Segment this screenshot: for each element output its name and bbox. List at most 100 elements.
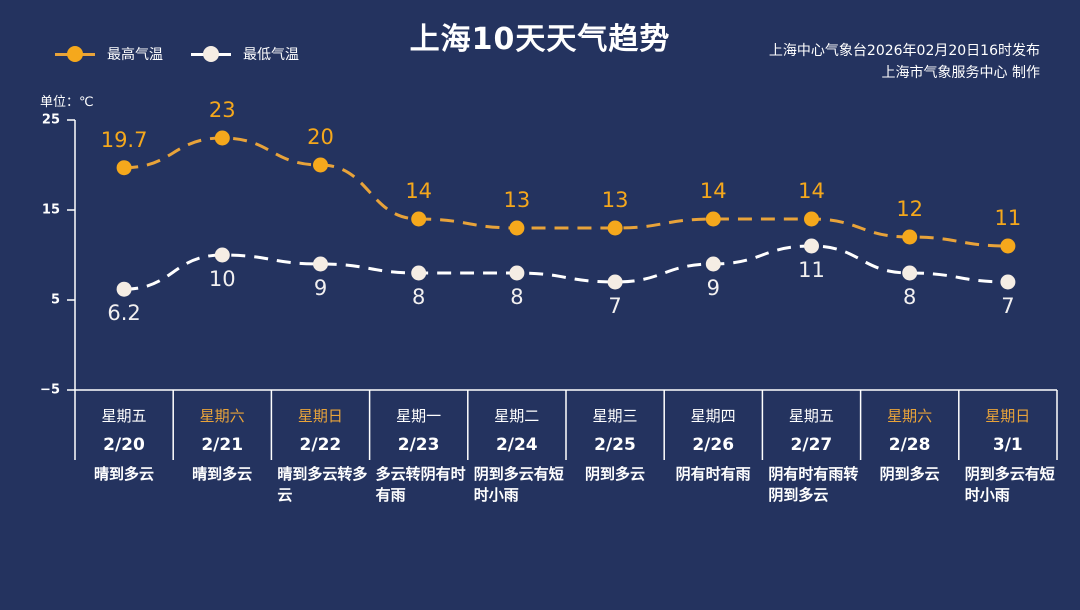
weekday-label: 星期日 bbox=[297, 407, 343, 425]
weekday-label: 星期五 bbox=[101, 407, 147, 425]
high-temp-point bbox=[902, 229, 918, 245]
low-temp-point bbox=[902, 265, 918, 281]
low-temp-line bbox=[124, 244, 1008, 291]
low-temp-label: 9 bbox=[706, 276, 720, 300]
high-temp-label: 14 bbox=[798, 179, 825, 203]
low-temp-label: 8 bbox=[412, 285, 426, 309]
day-column: 星期六 2/21 bbox=[173, 392, 271, 455]
day-column: 星期三 2/25 bbox=[566, 392, 664, 455]
weather-description: 阴到多云有短时小雨 bbox=[964, 465, 1055, 504]
low-temp-marker-icon bbox=[191, 46, 231, 62]
weekday-label: 星期六 bbox=[887, 407, 933, 425]
weekday-label: 星期四 bbox=[690, 407, 736, 425]
date-label: 2/24 bbox=[495, 435, 538, 455]
low-temp-label: 7 bbox=[608, 294, 622, 318]
high-temp-point bbox=[214, 130, 230, 146]
weekday-label: 星期日 bbox=[985, 407, 1031, 425]
high-temp-point bbox=[509, 220, 525, 236]
low-temp-point bbox=[116, 281, 132, 297]
legend-label-low: 最低气温 bbox=[243, 47, 299, 63]
high-temp-point bbox=[607, 220, 623, 236]
date-label: 2/23 bbox=[397, 435, 440, 455]
day-column: 星期五 2/20 bbox=[75, 392, 173, 455]
high-temp-line bbox=[124, 136, 1008, 248]
source-info: 上海中心气象台2026年02月20日16时发布 上海市气象服务中心 制作 bbox=[769, 40, 1040, 84]
low-temp-point bbox=[313, 256, 328, 272]
date-label: 2/28 bbox=[888, 435, 931, 455]
high-temp-point bbox=[116, 160, 132, 176]
weather-description: 阴到多云 bbox=[584, 465, 645, 483]
date-label: 2/20 bbox=[103, 435, 145, 455]
y-tick-label: −5 bbox=[40, 382, 60, 398]
low-temp-point bbox=[607, 274, 623, 290]
date-label: 2/21 bbox=[201, 435, 244, 455]
low-temp-point bbox=[1000, 274, 1016, 290]
y-tick-label: 25 bbox=[41, 112, 60, 128]
low-temp-label: 11 bbox=[798, 258, 825, 282]
day-column: 星期日 2/22 bbox=[271, 392, 369, 455]
legend-item-low: 最低气温 bbox=[191, 44, 299, 64]
high-temp-point bbox=[313, 157, 328, 173]
weather-description: 晴到多云转多云 bbox=[277, 465, 368, 504]
weekday-label: 星期六 bbox=[199, 407, 245, 425]
weekday-label: 星期二 bbox=[494, 407, 540, 425]
high-temp-marker-icon bbox=[55, 46, 95, 62]
day-column: 星期日 3/1 bbox=[959, 392, 1057, 455]
legend-item-high: 最高气温 bbox=[55, 44, 163, 64]
low-temp-label: 8 bbox=[510, 285, 524, 309]
weather-description: 阴到多云 bbox=[879, 465, 940, 483]
day-column: 星期六 2/28 bbox=[861, 392, 959, 455]
chart-title: 上海10天天气趋势 bbox=[409, 22, 671, 57]
high-temp-label: 12 bbox=[896, 197, 924, 221]
date-label: 2/25 bbox=[594, 435, 636, 455]
high-temp-point bbox=[411, 211, 427, 227]
y-tick-label: 15 bbox=[41, 202, 60, 218]
low-temp-point bbox=[214, 247, 230, 263]
weekday-label: 星期一 bbox=[396, 407, 442, 425]
weather-description: 阴有时有雨 bbox=[675, 465, 751, 483]
source-line-1: 上海中心气象台2026年02月20日16时发布 bbox=[768, 43, 1040, 59]
low-temp-point bbox=[411, 265, 427, 281]
low-temp-points bbox=[116, 238, 1016, 297]
date-label: 2/22 bbox=[299, 435, 342, 455]
weather-description: 阴有时有雨转阴到多云 bbox=[768, 465, 859, 504]
weather-description: 晴到多云 bbox=[192, 465, 253, 483]
source-line-2: 上海市气象服务中心 制作 bbox=[881, 65, 1040, 81]
high-temp-label: 11 bbox=[994, 206, 1022, 230]
y-tick-label: 5 bbox=[50, 292, 60, 308]
date-label: 3/1 bbox=[992, 435, 1023, 455]
high-temp-label: 19.7 bbox=[100, 127, 148, 152]
low-temp-label: 10 bbox=[208, 267, 236, 291]
date-label: 2/26 bbox=[692, 435, 735, 455]
weather-description: 阴到多云有短时小雨 bbox=[473, 465, 564, 504]
high-temp-label: 20 bbox=[307, 125, 334, 149]
high-temp-label: 14 bbox=[699, 179, 727, 203]
legend: 最高气温 最低气温 bbox=[55, 44, 327, 64]
weather-description: 晴到多云 bbox=[93, 465, 154, 483]
axes bbox=[67, 119, 1058, 460]
day-column: 星期二 2/24 bbox=[468, 392, 566, 455]
weather-description: 多云转阴有时有雨 bbox=[375, 465, 466, 504]
day-column: 星期一 2/23 bbox=[370, 392, 468, 455]
low-temp-label: 6.2 bbox=[107, 301, 141, 326]
low-temp-point bbox=[804, 238, 819, 254]
low-temp-label: 7 bbox=[1001, 294, 1015, 318]
day-column: 星期五 2/27 bbox=[762, 392, 860, 455]
high-temp-points bbox=[116, 130, 1016, 254]
high-temp-point bbox=[804, 211, 819, 227]
unit-label: 单位：℃ bbox=[40, 95, 94, 110]
date-label: 2/27 bbox=[790, 435, 833, 455]
legend-label-high: 最高气温 bbox=[107, 47, 163, 63]
high-temp-label: 13 bbox=[601, 188, 629, 212]
low-temp-point bbox=[705, 256, 721, 272]
high-temp-point bbox=[705, 211, 721, 227]
low-temp-label: 9 bbox=[313, 276, 328, 300]
low-temp-point bbox=[509, 265, 525, 281]
weekday-label: 星期五 bbox=[788, 407, 834, 425]
high-temp-label: 14 bbox=[405, 179, 433, 203]
high-temp-point bbox=[1000, 238, 1016, 254]
low-temp-label: 8 bbox=[903, 285, 917, 309]
high-temp-label: 23 bbox=[208, 98, 236, 122]
weekday-label: 星期三 bbox=[592, 407, 638, 425]
